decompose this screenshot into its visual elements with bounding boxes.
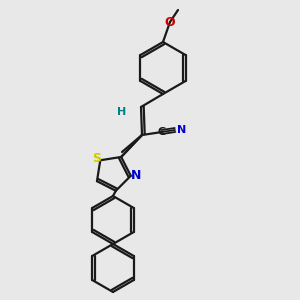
Text: C: C [158, 127, 166, 137]
Text: N: N [130, 169, 141, 182]
Text: O: O [165, 16, 175, 28]
Text: S: S [92, 152, 101, 165]
Text: H: H [117, 107, 127, 117]
Text: N: N [177, 125, 186, 135]
